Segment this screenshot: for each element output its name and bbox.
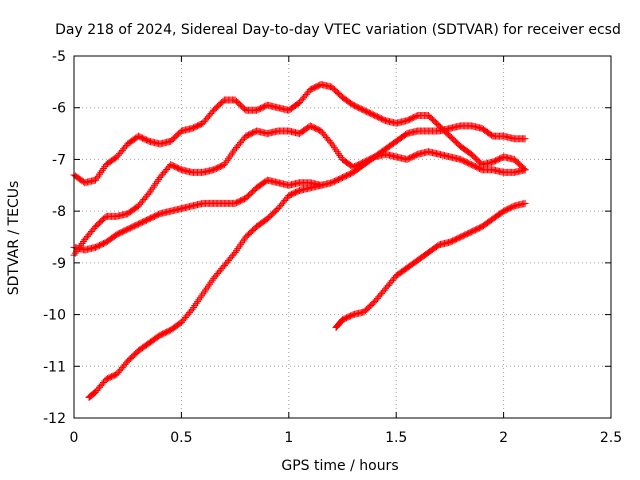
data-marks xyxy=(70,80,529,401)
data-point xyxy=(230,250,238,258)
data-point xyxy=(144,191,152,199)
y-tick-label: -7 xyxy=(52,152,66,168)
y-tick-label: -12 xyxy=(43,411,66,427)
series-track-1 xyxy=(70,80,529,187)
x-tick-label: 1.5 xyxy=(385,430,407,446)
y-axis-label: SDTVAR / TECUs xyxy=(6,181,22,296)
y-tick-label: -9 xyxy=(52,256,66,272)
data-point xyxy=(326,138,334,146)
y-tick-label: -11 xyxy=(43,359,66,375)
x-tick-label: 2.5 xyxy=(600,430,622,446)
data-point xyxy=(521,166,529,174)
x-tick-label: 0.5 xyxy=(170,430,192,446)
data-point xyxy=(521,135,529,143)
grid xyxy=(74,56,611,418)
axis-ticks: 0 0.5 1 1.5 2 2.5 -12 -11 -10 -9 -8 -7 -6 -5 xyxy=(43,49,622,446)
data-point xyxy=(187,307,195,315)
data-point xyxy=(521,199,529,207)
series-track-4 xyxy=(85,122,529,401)
y-tick-label: -10 xyxy=(43,308,66,324)
series-track-2 xyxy=(70,122,529,259)
x-tick-label: 0 xyxy=(70,430,79,446)
data-point xyxy=(90,389,98,397)
y-tick-label: -5 xyxy=(52,49,66,65)
x-tick-label: 1 xyxy=(284,430,293,446)
x-tick-label: 2 xyxy=(499,430,508,446)
chart-title: Day 218 of 2024, Sidereal Day-to-day VTE… xyxy=(55,22,621,38)
plot-frame xyxy=(73,55,612,419)
x-axis-label: GPS time / hours xyxy=(281,458,398,474)
y-tick-label: -6 xyxy=(52,101,66,117)
series-track-3 xyxy=(70,176,325,254)
series-track-5 xyxy=(332,199,529,331)
y-tick-label: -8 xyxy=(52,204,66,220)
